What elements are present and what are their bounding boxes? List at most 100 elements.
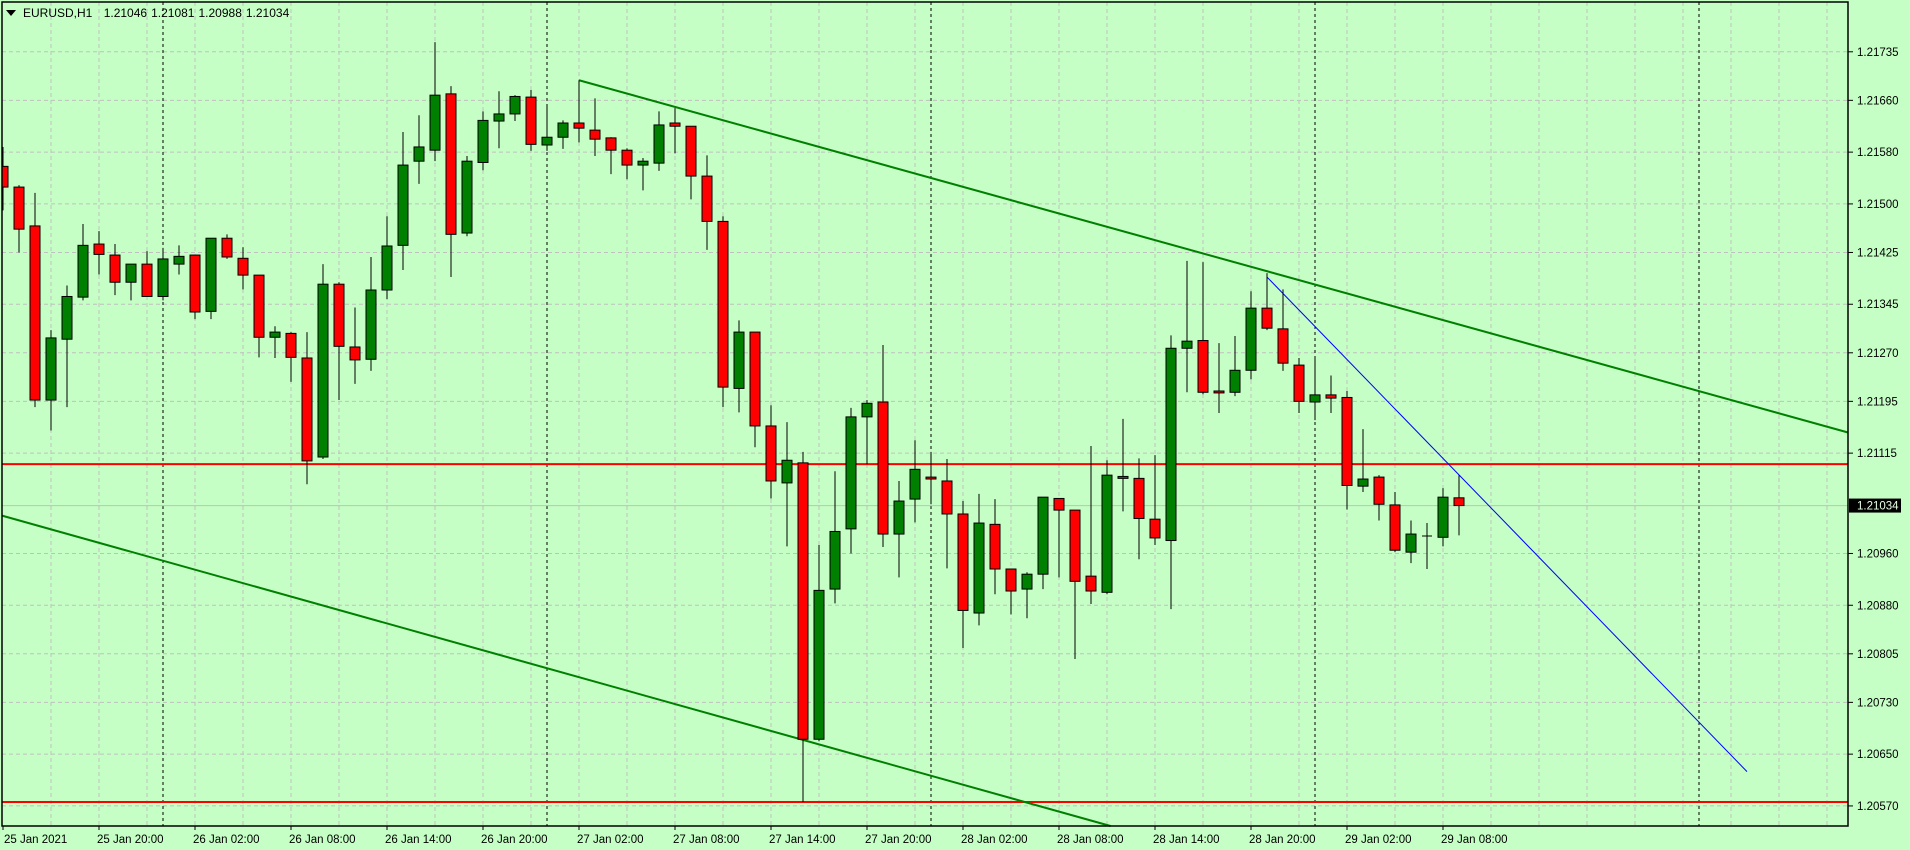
time-tick-label: 27 Jan 20:00 (865, 834, 932, 846)
candle-body-bear (589, 129, 601, 140)
plot-border (1, 1, 1849, 827)
candle (285, 332, 297, 382)
price-axis[interactable]: 1.21735 1.21660 1.21580 1.21500 1.21425 1.213… (1848, 47, 1901, 813)
candle-body-bull (653, 124, 665, 164)
candle-body-bull (317, 283, 329, 458)
grid (2, 2, 1848, 826)
candle (1101, 460, 1113, 595)
candle-body-bear (349, 346, 361, 361)
time-tick-label: 26 Jan 20:00 (481, 834, 548, 846)
price-tick-label: 1.21425 (1857, 247, 1899, 259)
candle (1293, 357, 1305, 413)
low-value: 1.20988 (198, 6, 242, 20)
candle-body-bear (1133, 477, 1145, 520)
candle-body-bull (173, 255, 185, 265)
price-tick-label: 1.20960 (1857, 548, 1899, 560)
candle-body-bull (1245, 307, 1257, 371)
blue-trendline[interactable] (1266, 276, 1748, 772)
candle (1245, 291, 1257, 380)
candle-body-bear (285, 332, 297, 358)
candle (205, 237, 217, 320)
candle-body-bear (1197, 339, 1209, 393)
candle-body-bear (1389, 504, 1401, 551)
candle (717, 216, 729, 408)
candle (829, 471, 841, 604)
candle-body-bull (381, 245, 393, 291)
candle (333, 282, 345, 401)
candle-body-bear (301, 357, 313, 462)
high-value: 1.21081 (151, 6, 195, 20)
time-tick-label: 29 Jan 08:00 (1441, 834, 1508, 846)
candle (493, 91, 505, 149)
time-tick-label: 28 Jan 08:00 (1057, 834, 1124, 846)
candle (349, 307, 361, 384)
candle-body-bull (541, 136, 553, 146)
candle-body-bear (93, 243, 105, 255)
candle-body-bear (717, 220, 729, 388)
chart-header: EURUSD,H1 1.21046 1.21081 1.20988 1.2103… (6, 6, 289, 20)
candle (189, 254, 201, 320)
candle-body-bear (445, 93, 457, 235)
candle (1277, 289, 1289, 371)
candle (173, 245, 185, 275)
candle-body-bull (477, 119, 489, 163)
candle (701, 155, 713, 250)
candle (637, 157, 649, 191)
price-tick-label: 1.21580 (1857, 147, 1899, 159)
candle (509, 95, 521, 122)
candle (861, 400, 873, 465)
price-tick-label: 1.21270 (1857, 348, 1899, 360)
candle (1197, 262, 1209, 395)
candle (541, 104, 553, 151)
candle (893, 480, 905, 578)
candle-body-bear (1277, 328, 1289, 364)
candle (157, 247, 169, 301)
candle (749, 331, 761, 448)
candle-body-bull (205, 237, 217, 312)
time-tick-label: 28 Jan 14:00 (1153, 834, 1220, 846)
candle-body-bull (125, 263, 137, 283)
candle-body-bull (77, 244, 89, 298)
candle-body-bull (157, 258, 169, 297)
candle-body-bear (1053, 497, 1065, 511)
candle-body-bull (461, 160, 473, 234)
candle (1149, 455, 1161, 546)
candle (669, 108, 681, 154)
candle-body-bear (1373, 476, 1385, 505)
candle (845, 407, 857, 554)
candle (1453, 475, 1465, 536)
candle (1229, 335, 1241, 397)
candle (1181, 260, 1193, 393)
green-trendline[interactable] (1, 514, 1111, 827)
candle-body-bear (1341, 396, 1353, 487)
candle-body-bull (397, 164, 409, 246)
candle-body-bear (1, 165, 9, 188)
candle-body-bull (973, 522, 985, 614)
candle (621, 148, 633, 180)
candle (269, 326, 281, 358)
candle (1005, 568, 1017, 615)
candle-body-bear (253, 274, 265, 338)
candle (973, 493, 985, 626)
candle-body-bull (813, 589, 825, 740)
candle (1357, 429, 1369, 492)
green-trendline[interactable] (578, 79, 1849, 434)
candle (141, 251, 153, 297)
candle (429, 42, 441, 162)
candle-body-bear (605, 137, 617, 151)
triangle-down-icon[interactable] (6, 10, 16, 16)
candle (237, 247, 249, 290)
candle-body-bear (749, 331, 761, 427)
candle-body-bear (925, 476, 937, 480)
candle (1373, 475, 1385, 521)
candle (989, 499, 1001, 595)
time-tick-label: 26 Jan 08:00 (289, 834, 356, 846)
time-axis[interactable]: 25 Jan 2021 25 Jan 20:00 26 Jan 02:00 26 Ja… (2, 826, 1508, 846)
candle (381, 216, 393, 300)
price-tick-label: 1.21345 (1857, 299, 1899, 311)
candle (45, 330, 57, 431)
price-tick-label: 1.21735 (1857, 47, 1899, 59)
candle-body-bull (733, 331, 745, 389)
candle (1309, 356, 1321, 421)
